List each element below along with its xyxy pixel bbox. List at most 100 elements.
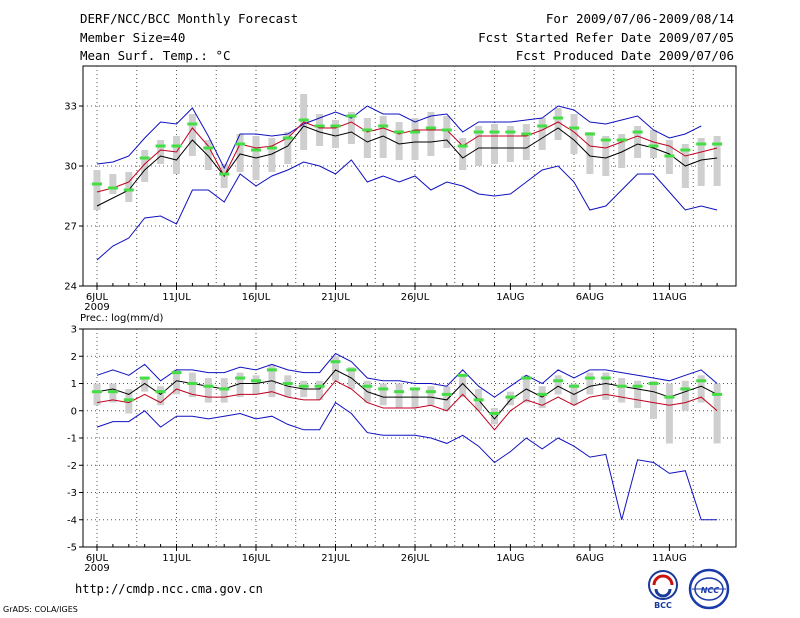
- spread-box: [634, 380, 642, 409]
- spread-box: [236, 372, 244, 398]
- spread-box: [141, 150, 149, 182]
- x-year-label: 2009: [84, 302, 109, 313]
- ensemble-mean-line: [96, 369, 718, 420]
- y-tick-label: -1: [67, 434, 77, 445]
- x-tick-label: 21JUL: [321, 553, 350, 564]
- spread-box: [602, 136, 610, 176]
- forecast-started: Fcst Started Refer Date 2009/07/05: [478, 30, 734, 45]
- spread-box: [602, 372, 610, 400]
- spread-box: [93, 170, 101, 210]
- bcc-logo-icon: BCC: [648, 570, 678, 610]
- spread-box: [284, 132, 292, 164]
- spread-box: [252, 375, 260, 395]
- spread-box: [522, 124, 530, 160]
- y-tick-label: 2: [71, 352, 77, 363]
- x-tick-label: 11JUL: [162, 292, 191, 303]
- spread-box: [316, 380, 324, 400]
- spread-box: [109, 174, 117, 194]
- spread-box: [665, 383, 673, 444]
- min-line: [96, 159, 718, 261]
- forecast-period: For 2009/07/06-2009/08/14: [545, 11, 734, 26]
- spread-box: [618, 378, 626, 403]
- spread-box: [236, 134, 244, 172]
- spread-box: [157, 140, 165, 164]
- x-tick-label: 16JUL: [242, 292, 271, 303]
- spread-box: [506, 126, 514, 162]
- spread-box: [443, 116, 451, 148]
- spread-box: [713, 136, 721, 186]
- spread-box: [634, 126, 642, 158]
- y-tick-label: -2: [67, 461, 77, 472]
- spread-box: [363, 118, 371, 158]
- spread-box: [316, 114, 324, 146]
- panel-frame-prec: [82, 328, 737, 548]
- x-tick-label: 16JUL: [242, 553, 271, 564]
- y-tick-label: 0: [71, 406, 77, 417]
- spread-box: [618, 134, 626, 168]
- x-year-label: 2009: [84, 563, 109, 574]
- x-tick-label: 6AUG: [576, 553, 604, 564]
- spread-box: [332, 120, 339, 148]
- spread-box: [395, 383, 403, 409]
- panel-frame-temp: [82, 65, 737, 287]
- bcc-logo-text: BCC: [654, 601, 672, 610]
- spread-box: [93, 383, 101, 406]
- spread-box: [475, 126, 483, 166]
- max-line: [96, 352, 718, 398]
- spread-box: [681, 380, 689, 411]
- spread-box: [443, 386, 451, 411]
- spread-box: [554, 375, 562, 395]
- y-tick-label: 33: [64, 102, 77, 113]
- spread-box: [411, 388, 419, 409]
- ncc-logo-icon: NCC: [688, 568, 730, 610]
- spread-box: [650, 130, 657, 158]
- y-tick-label: 24: [64, 282, 77, 293]
- median-line: [96, 121, 718, 193]
- spread-box: [379, 116, 387, 158]
- spread-box: [586, 372, 594, 395]
- ensemble-mean-line: [96, 125, 718, 207]
- spread-box: [650, 380, 657, 419]
- x-tick-label: 11AUG: [652, 553, 687, 564]
- median-line: [96, 380, 718, 431]
- x-tick-label: 11JUL: [162, 553, 191, 564]
- y-tick-label: 1: [71, 379, 77, 390]
- spread-box: [125, 172, 133, 202]
- spread-box: [141, 378, 149, 392]
- spread-box: [697, 375, 705, 403]
- spread-box: [538, 118, 546, 150]
- x-tick-label: 26JUL: [401, 553, 430, 564]
- spread-box: [204, 140, 212, 170]
- spread-box: [554, 108, 562, 140]
- min-line: [96, 401, 718, 521]
- spread-box: [173, 136, 180, 174]
- variable-label: Mean Surf. Temp.: °C: [80, 48, 231, 63]
- spread-box: [697, 138, 705, 186]
- spread-box: [459, 375, 467, 398]
- max-line: [96, 105, 702, 170]
- spread-box: [586, 132, 594, 174]
- y-tick-label: 30: [64, 162, 77, 173]
- ncc-logo-text: NCC: [701, 586, 720, 595]
- x-tick-label: 1AUG: [496, 292, 524, 303]
- spread-box: [427, 386, 435, 406]
- y-tick-label: -5: [67, 543, 77, 554]
- spread-box: [347, 112, 355, 144]
- spread-box: [427, 112, 435, 156]
- spread-box: [713, 383, 721, 444]
- spread-box: [188, 114, 196, 156]
- x-tick-label: 6JUL: [86, 553, 109, 564]
- source-url[interactable]: http://cmdp.ncc.cma.gov.cn: [75, 582, 263, 596]
- spread-box: [157, 386, 165, 406]
- member-size: Member Size=40: [80, 30, 186, 45]
- grads-credit: GrADS: COLA/IGES: [3, 605, 78, 614]
- spread-box: [268, 138, 276, 172]
- x-tick-label: 1AUG: [496, 553, 524, 564]
- y-tick-label: -4: [67, 515, 77, 526]
- spread-box: [204, 378, 212, 403]
- spread-box: [173, 369, 180, 395]
- spread-box: [491, 408, 498, 425]
- y-tick-label: -3: [67, 488, 77, 499]
- spread-box: [332, 356, 339, 381]
- y-tick-label: 27: [64, 222, 77, 233]
